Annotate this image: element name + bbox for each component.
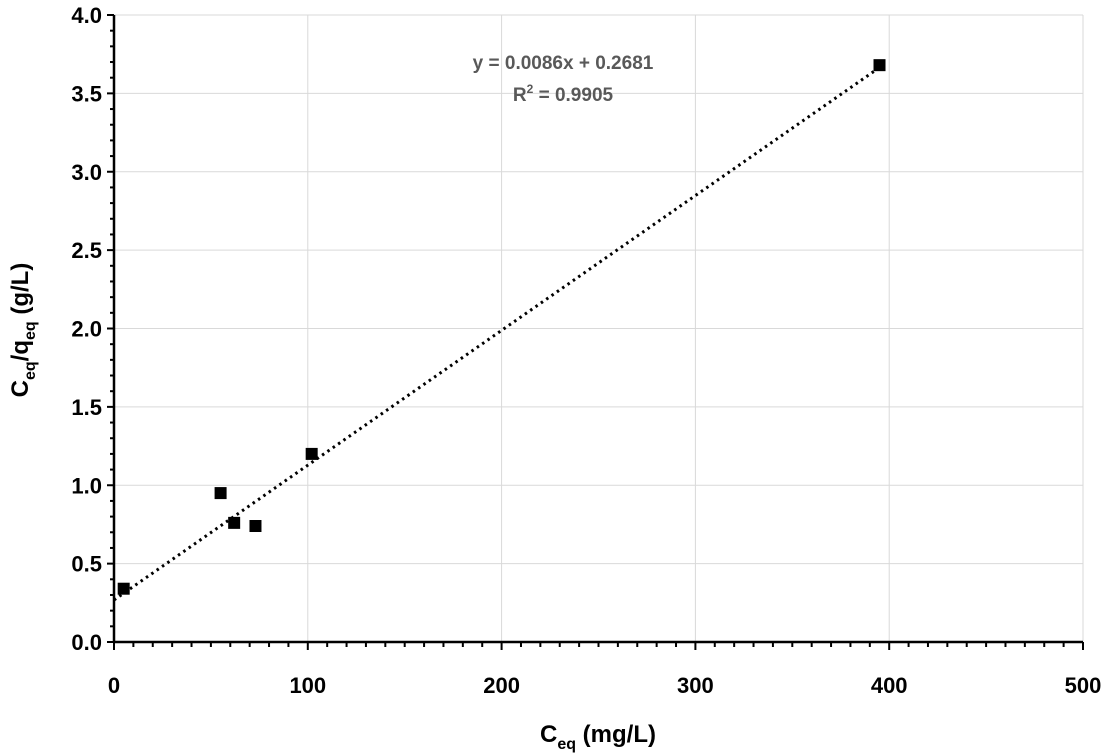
data-points xyxy=(117,59,886,595)
x-tick-label: 500 xyxy=(1065,673,1102,698)
trendline-equation: y = 0.0086x + 0.2681 xyxy=(473,53,654,74)
y-tick-label: 0.5 xyxy=(71,552,102,577)
y-tick-label: 3.0 xyxy=(71,160,102,185)
y-tick-label: 4.0 xyxy=(71,3,102,28)
x-axis-title-sub: eq xyxy=(557,736,576,753)
y-axis-title-q-sub: eq xyxy=(22,321,39,340)
x-tick-label: 0 xyxy=(108,673,120,698)
y-tick-label: 1.5 xyxy=(71,395,102,420)
y-axis-title-c-sub: eq xyxy=(22,361,39,380)
y-axis-title-c: C xyxy=(7,380,34,397)
x-tick-label: 300 xyxy=(677,673,714,698)
minor-ticks xyxy=(107,14,1084,650)
data-point xyxy=(214,487,227,500)
x-axis-title: Ceq (mg/L) xyxy=(540,721,656,753)
x-tick-label: 400 xyxy=(871,673,908,698)
y-tick-label: 0.0 xyxy=(71,630,102,655)
y-tick-label: 1.0 xyxy=(71,473,102,498)
x-tick-label: 200 xyxy=(483,673,520,698)
data-point xyxy=(117,582,130,595)
data-point xyxy=(873,59,886,72)
data-point xyxy=(228,516,241,529)
y-tick-label: 2.5 xyxy=(71,238,102,263)
y-tick-label: 3.5 xyxy=(71,81,102,106)
x-axis-title-main: C xyxy=(540,721,557,748)
y-tick-labels: 0.0 0.5 1.0 1.5 2.0 2.5 3.0 3.5 4.0 xyxy=(71,3,102,655)
trendline-r2: R2 = 0.9905 xyxy=(513,82,614,106)
y-axis-title: Ceq/qeq (g/L) xyxy=(7,263,39,398)
data-point xyxy=(305,447,318,460)
r2-value: = 0.9905 xyxy=(533,85,613,106)
x-tick-label: 100 xyxy=(289,673,326,698)
y-axis-title-rest: (g/L) xyxy=(7,263,34,322)
axes xyxy=(112,15,1083,644)
gridlines xyxy=(114,14,1084,642)
data-point xyxy=(249,520,262,533)
r2-superscript: 2 xyxy=(527,82,534,96)
y-tick-label: 2.0 xyxy=(71,317,102,342)
r2-label: R xyxy=(513,85,527,106)
y-axis-title-q: /q xyxy=(7,340,34,361)
x-tick-labels: 0 100 200 300 400 500 xyxy=(108,673,1101,698)
x-axis-title-rest: (mg/L) xyxy=(576,721,656,748)
